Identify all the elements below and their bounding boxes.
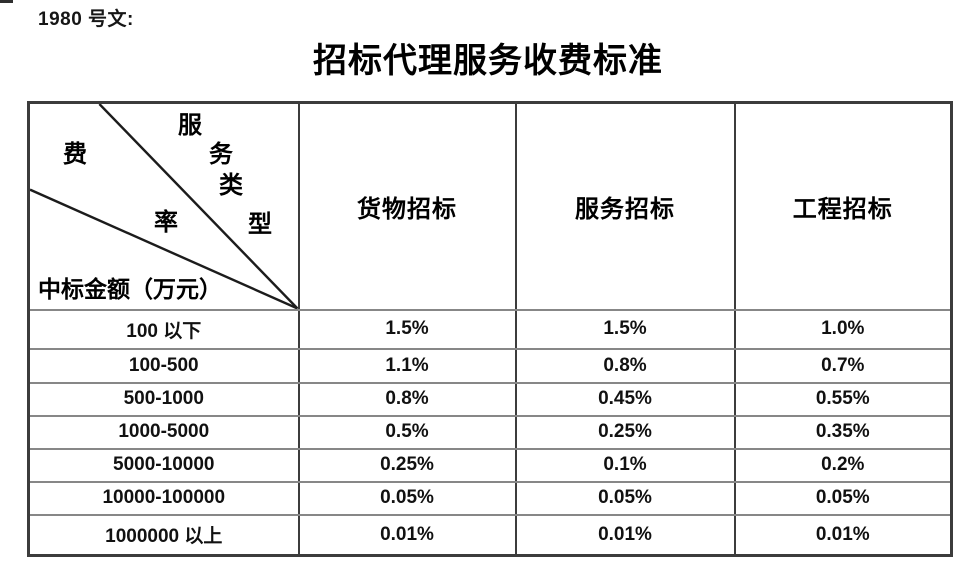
cell-service-rate: 0.25% <box>514 414 736 450</box>
cell-engineering-rate: 1.0% <box>733 308 953 351</box>
fee-table: 服 务 类 型 费 率 中标金额（万元） 货物招标 服务招标 工程招标 100 … <box>27 101 953 557</box>
corner-fee-rate-char: 率 <box>154 210 178 236</box>
cell-engineering-rate: 0.35% <box>733 414 953 450</box>
corner-service-type-char: 务 <box>209 142 233 168</box>
cell-service-rate: 0.01% <box>514 513 736 557</box>
cell-engineering-rate: 0.2% <box>733 447 953 483</box>
corner-service-type-char: 类 <box>219 173 243 199</box>
table-row: 100-500 1.1% 0.8% 0.7% <box>27 348 953 384</box>
cell-amount-range: 500-1000 <box>27 381 300 417</box>
page-corner-artifact <box>0 0 13 3</box>
corner-fee-rate-char: 费 <box>63 142 87 168</box>
cell-service-rate: 0.45% <box>514 381 736 417</box>
corner-bid-amount-label: 中标金额（万元） <box>38 277 222 302</box>
cell-amount-range: 10000-100000 <box>27 480 300 516</box>
cell-amount-range: 100 以下 <box>27 308 300 351</box>
cell-engineering-rate: 0.01% <box>733 513 953 557</box>
diagonal-header-cell: 服 务 类 型 费 率 中标金额（万元） <box>27 101 300 311</box>
cell-goods-rate: 0.05% <box>297 480 517 516</box>
cell-goods-rate: 0.01% <box>297 513 517 557</box>
diagonal-line-upper <box>98 104 297 308</box>
table-header-row: 服 务 类 型 费 率 中标金额（万元） 货物招标 服务招标 工程招标 <box>27 101 953 311</box>
cell-goods-rate: 0.8% <box>297 381 517 417</box>
table-row: 5000-10000 0.25% 0.1% 0.2% <box>27 447 953 483</box>
diagonal-line-lower <box>30 188 297 308</box>
cell-engineering-rate: 0.7% <box>733 348 953 384</box>
cell-amount-range: 100-500 <box>27 348 300 384</box>
page-title: 招标代理服务收费标准 <box>313 43 663 80</box>
table-row: 10000-100000 0.05% 0.05% 0.05% <box>27 480 953 516</box>
cell-service-rate: 0.1% <box>514 447 736 483</box>
cell-goods-rate: 1.1% <box>297 348 517 384</box>
cell-service-rate: 0.05% <box>514 480 736 516</box>
cell-service-rate: 0.8% <box>514 348 736 384</box>
cell-amount-range: 1000000 以上 <box>27 513 300 557</box>
cell-service-rate: 1.5% <box>514 308 736 351</box>
cell-engineering-rate: 0.55% <box>733 381 953 417</box>
cell-goods-rate: 1.5% <box>297 308 517 351</box>
table-row: 1000000 以上 0.01% 0.01% 0.01% <box>27 513 953 557</box>
cell-engineering-rate: 0.05% <box>733 480 953 516</box>
column-header-engineering: 工程招标 <box>733 101 953 311</box>
table-row: 100 以下 1.5% 1.5% 1.0% <box>27 308 953 351</box>
table-row: 1000-5000 0.5% 0.25% 0.35% <box>27 414 953 450</box>
cell-goods-rate: 0.5% <box>297 414 517 450</box>
table-row: 500-1000 0.8% 0.45% 0.55% <box>27 381 953 417</box>
doc-reference-label: 1980 号文: <box>38 9 134 30</box>
cell-amount-range: 1000-5000 <box>27 414 300 450</box>
column-header-service: 服务招标 <box>514 101 736 311</box>
column-header-goods: 货物招标 <box>297 101 517 311</box>
diagonal-divider-lines <box>30 104 297 308</box>
cell-goods-rate: 0.25% <box>297 447 517 483</box>
corner-service-type-char: 服 <box>178 113 202 139</box>
cell-amount-range: 5000-10000 <box>27 447 300 483</box>
corner-service-type-char: 型 <box>248 212 272 238</box>
